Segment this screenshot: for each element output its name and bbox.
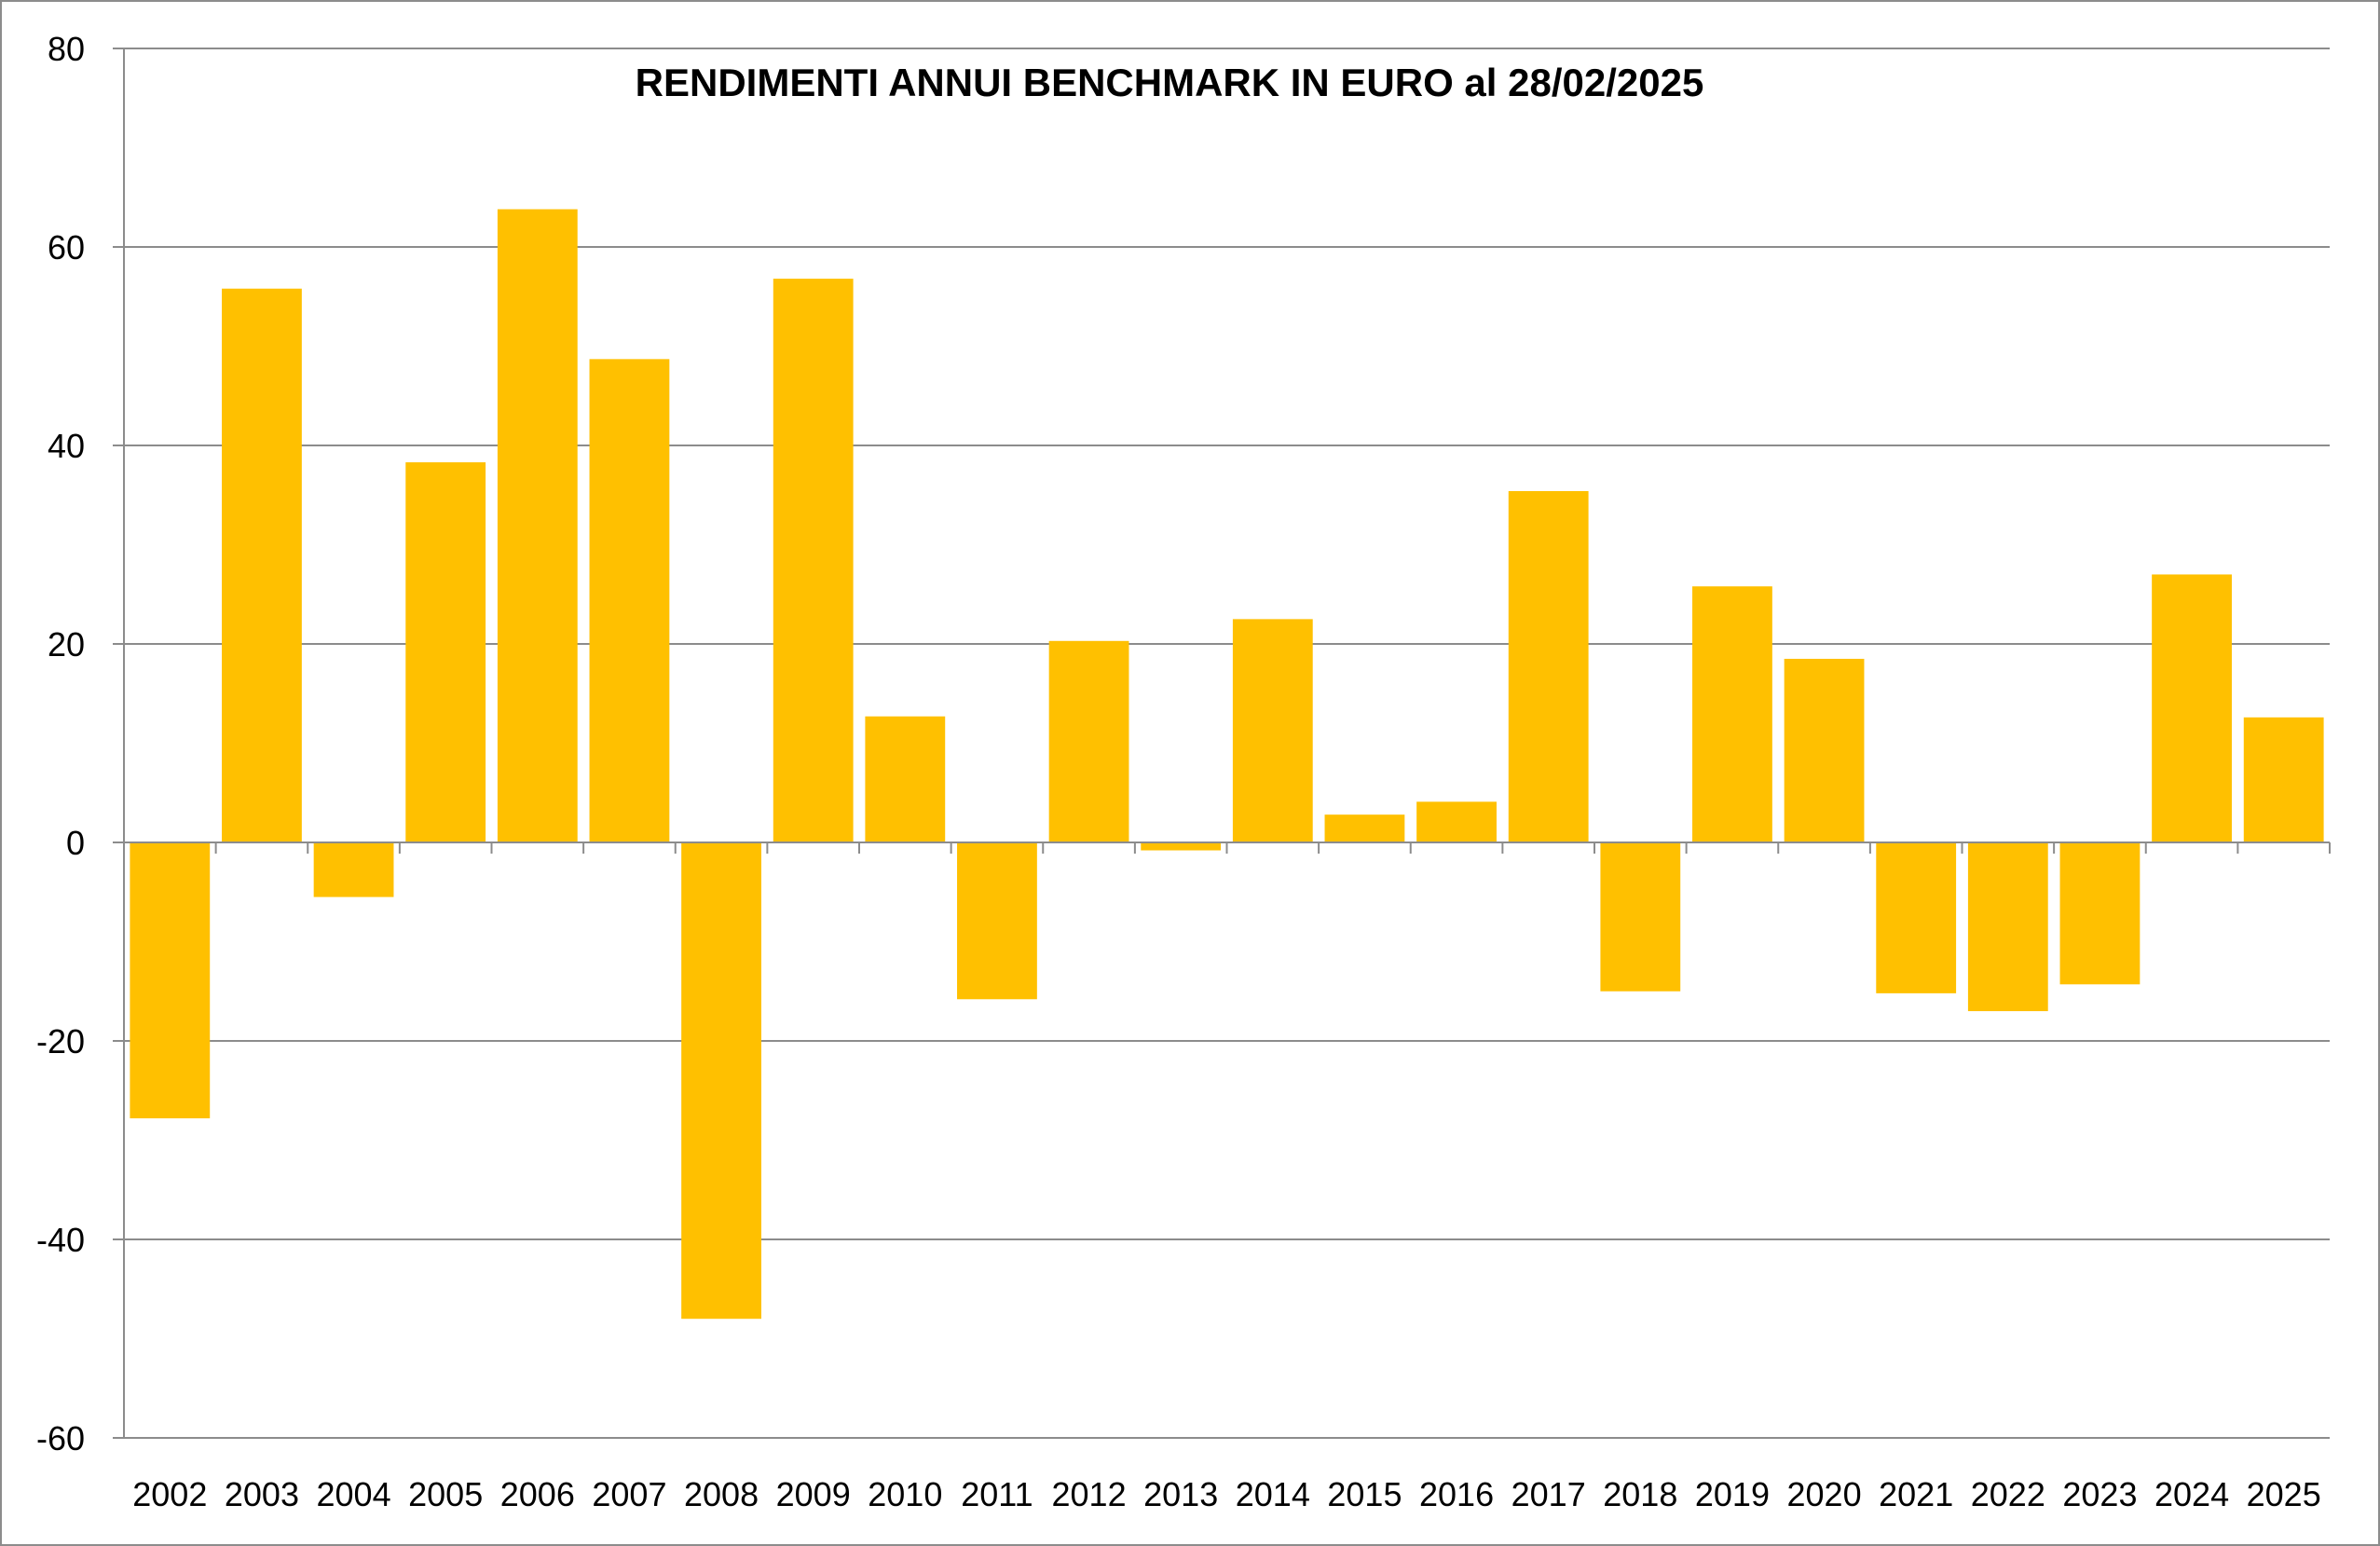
x-tick-label: 2007 bbox=[592, 1475, 666, 1513]
bar-2012 bbox=[1048, 640, 1129, 842]
bar-2021 bbox=[1876, 842, 1957, 993]
y-tick-label: -40 bbox=[36, 1221, 85, 1259]
bar-2011 bbox=[957, 842, 1037, 1000]
x-tick-label: 2003 bbox=[225, 1475, 299, 1513]
x-tick-label: 2009 bbox=[776, 1475, 851, 1513]
x-tick-label: 2004 bbox=[317, 1475, 391, 1513]
y-tick-label: -20 bbox=[36, 1022, 85, 1060]
y-tick-label: 80 bbox=[48, 30, 85, 68]
bar-2020 bbox=[1784, 658, 1865, 842]
bar-2010 bbox=[865, 716, 946, 842]
bar-2017 bbox=[1508, 490, 1589, 842]
y-tick-label: -60 bbox=[36, 1419, 85, 1457]
bar-2005 bbox=[405, 462, 486, 842]
x-tick-label: 2019 bbox=[1695, 1475, 1770, 1513]
tick-labels: 80 60 40 20 0 -20 -40 -60 2002 2003 2004 2005 2006 20… bbox=[36, 30, 2321, 1513]
y-tick-label: 60 bbox=[48, 228, 85, 267]
chart-title: RENDIMENTI ANNUI BENCHMARK IN EURO al 28… bbox=[636, 61, 1704, 104]
bar-2004 bbox=[313, 842, 394, 897]
x-tick-label: 2012 bbox=[1052, 1475, 1127, 1513]
x-tick-label: 2011 bbox=[961, 1475, 1033, 1513]
y-tick-label: 40 bbox=[48, 427, 85, 465]
x-tick-label: 2022 bbox=[1971, 1475, 2045, 1513]
x-tick-label: 2018 bbox=[1603, 1475, 1677, 1513]
bar-2022 bbox=[1967, 842, 2048, 1012]
bar-2007 bbox=[589, 359, 670, 843]
x-tick-label: 2006 bbox=[500, 1475, 575, 1513]
x-tick-label: 2005 bbox=[408, 1475, 483, 1513]
x-tick-label: 2014 bbox=[1236, 1475, 1310, 1513]
bar-2006 bbox=[497, 209, 578, 842]
x-tick-label: 2002 bbox=[132, 1475, 207, 1513]
bar-2008 bbox=[681, 842, 761, 1320]
bar-2023 bbox=[2059, 842, 2141, 985]
x-tick-label: 2020 bbox=[1787, 1475, 1862, 1513]
x-tick-label: 2021 bbox=[1879, 1475, 1953, 1513]
bar-2018 bbox=[1600, 842, 1681, 992]
x-tick-label: 2013 bbox=[1143, 1475, 1218, 1513]
x-tick-label: 2010 bbox=[868, 1475, 942, 1513]
bar-2024 bbox=[2152, 574, 2232, 842]
bar-2002 bbox=[130, 842, 211, 1119]
bar-2016 bbox=[1416, 801, 1497, 842]
x-tick-label: 2015 bbox=[1327, 1475, 1402, 1513]
bar-2014 bbox=[1232, 619, 1313, 842]
bar-2015 bbox=[1324, 814, 1405, 842]
y-tick-label: 0 bbox=[66, 824, 85, 862]
bar-2025 bbox=[2243, 717, 2324, 842]
y-tick-label: 20 bbox=[48, 625, 85, 664]
bar-2013 bbox=[1141, 842, 1222, 851]
x-tick-label: 2024 bbox=[2154, 1475, 2229, 1513]
gridlines bbox=[124, 48, 2330, 1439]
x-tick-label: 2017 bbox=[1511, 1475, 1586, 1513]
x-tick-label: 2023 bbox=[2062, 1475, 2137, 1513]
bar-2019 bbox=[1692, 586, 1772, 842]
bars bbox=[130, 209, 2324, 1320]
x-tick-label: 2016 bbox=[1419, 1475, 1494, 1513]
x-tick-label: 2025 bbox=[2247, 1475, 2321, 1513]
bar-2009 bbox=[773, 279, 854, 843]
axes bbox=[113, 48, 2331, 1439]
x-tick-label: 2008 bbox=[684, 1475, 759, 1513]
bar-2003 bbox=[222, 288, 302, 843]
